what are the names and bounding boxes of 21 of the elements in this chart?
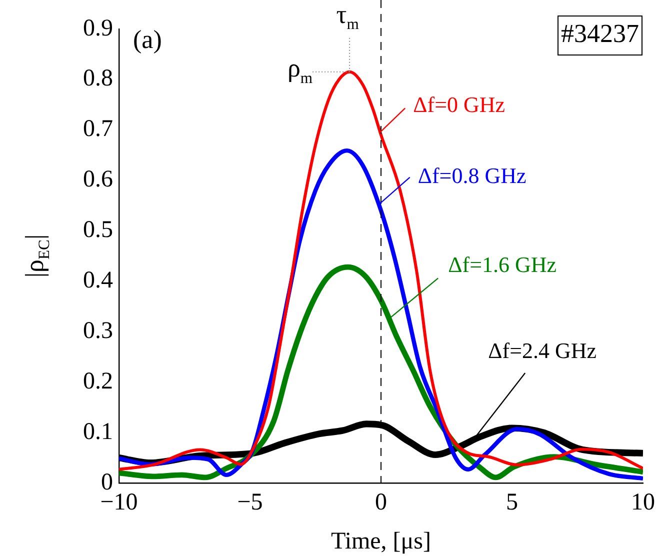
y-tick-label: 0.2 [83, 368, 113, 394]
annotation: #34237 [561, 18, 639, 48]
y-tick-label: 0.8 [83, 66, 113, 92]
y-tick-label: 0.7 [83, 116, 113, 142]
y-tick-label: 0.4 [83, 268, 113, 294]
y-tick-label: 0.6 [83, 166, 113, 193]
x-tick-label: −5 [237, 490, 263, 516]
x-tick-label: 0 [375, 490, 387, 516]
x-tick-label: 10 [631, 490, 655, 516]
legend-label: Δf=0.8 GHz [418, 163, 526, 188]
annotation: (a) [133, 24, 162, 54]
y-axis-title: |ρEC| [20, 234, 54, 278]
x-tick-label: 5 [506, 490, 518, 516]
x-axis-title: Time, [μs] [331, 528, 431, 554]
y-tick-label: 0.3 [83, 318, 113, 344]
y-tick-label: 0.5 [83, 217, 113, 244]
y-tick-label: 0.1 [83, 418, 113, 445]
text: Δf=1.6 GHz [448, 252, 557, 277]
series-label: Δf=0 GHz [413, 92, 506, 117]
text: Δf=2.4 GHz [488, 338, 597, 363]
y-tick-label: 0.9 [83, 15, 113, 42]
